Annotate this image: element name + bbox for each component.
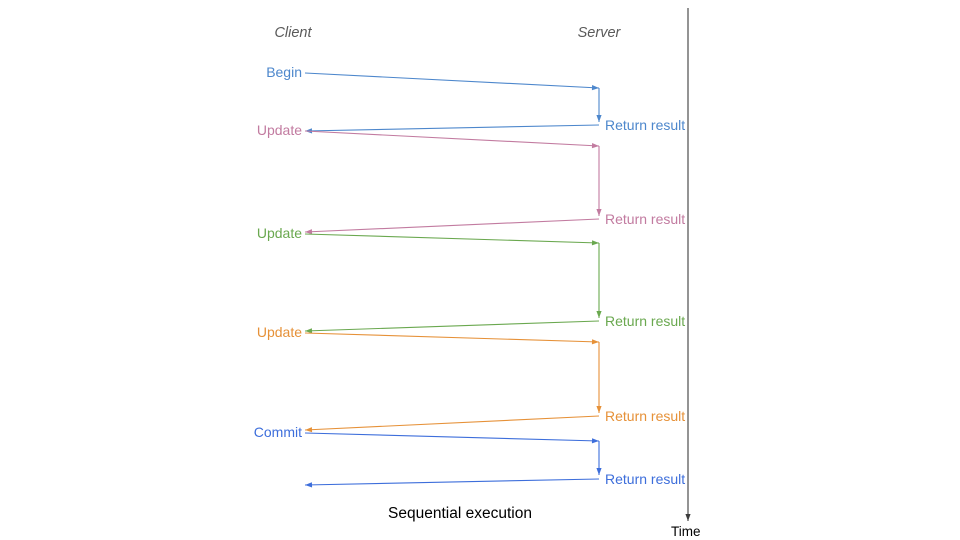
response-label: Return result: [605, 117, 685, 133]
response-arrow: [304, 218, 600, 233]
response-arrow: [304, 320, 600, 332]
request-arrow: [304, 432, 600, 442]
response-arrow-arrowhead: [305, 427, 313, 433]
diagram-title: Sequential execution: [388, 505, 532, 522]
request-arrow: [304, 233, 600, 244]
response-arrow: [304, 415, 600, 431]
response-arrow: [304, 124, 600, 132]
request-arrow-arrowhead: [591, 339, 599, 345]
server-processing-line-arrowhead: [596, 311, 602, 318]
request-label: Update: [257, 324, 302, 340]
response-label: Return result: [605, 408, 685, 424]
time-axis-label: Time: [671, 524, 701, 539]
request-label: Begin: [266, 64, 302, 80]
server-processing-line-arrowhead: [596, 406, 602, 413]
server-processing-line-arrowhead: [596, 115, 602, 122]
response-arrow-arrowhead: [305, 229, 313, 235]
response-arrow-arrowhead: [305, 482, 313, 488]
request-label: Update: [257, 225, 302, 241]
server-processing-line-arrowhead: [596, 468, 602, 475]
server-processing-line-arrowhead: [596, 209, 602, 216]
request-arrow: [304, 130, 600, 147]
request-arrow-arrowhead: [591, 240, 599, 246]
request-arrow-arrowhead: [591, 143, 599, 149]
request-label: Update: [257, 122, 302, 138]
response-arrow-arrowhead: [305, 328, 313, 334]
client-lifeline-header: Client: [274, 25, 312, 41]
time-axis-line-arrowhead: [685, 514, 691, 521]
response-label: Return result: [605, 313, 685, 329]
response-label: Return result: [605, 211, 685, 227]
request-label: Commit: [254, 424, 302, 440]
request-arrow: [304, 332, 600, 343]
request-arrow: [304, 72, 600, 89]
response-label: Return result: [605, 471, 685, 487]
request-arrow-arrowhead: [591, 438, 599, 444]
server-lifeline-header: Server: [577, 25, 621, 41]
response-arrow: [304, 478, 600, 486]
request-arrow-arrowhead: [591, 85, 599, 91]
